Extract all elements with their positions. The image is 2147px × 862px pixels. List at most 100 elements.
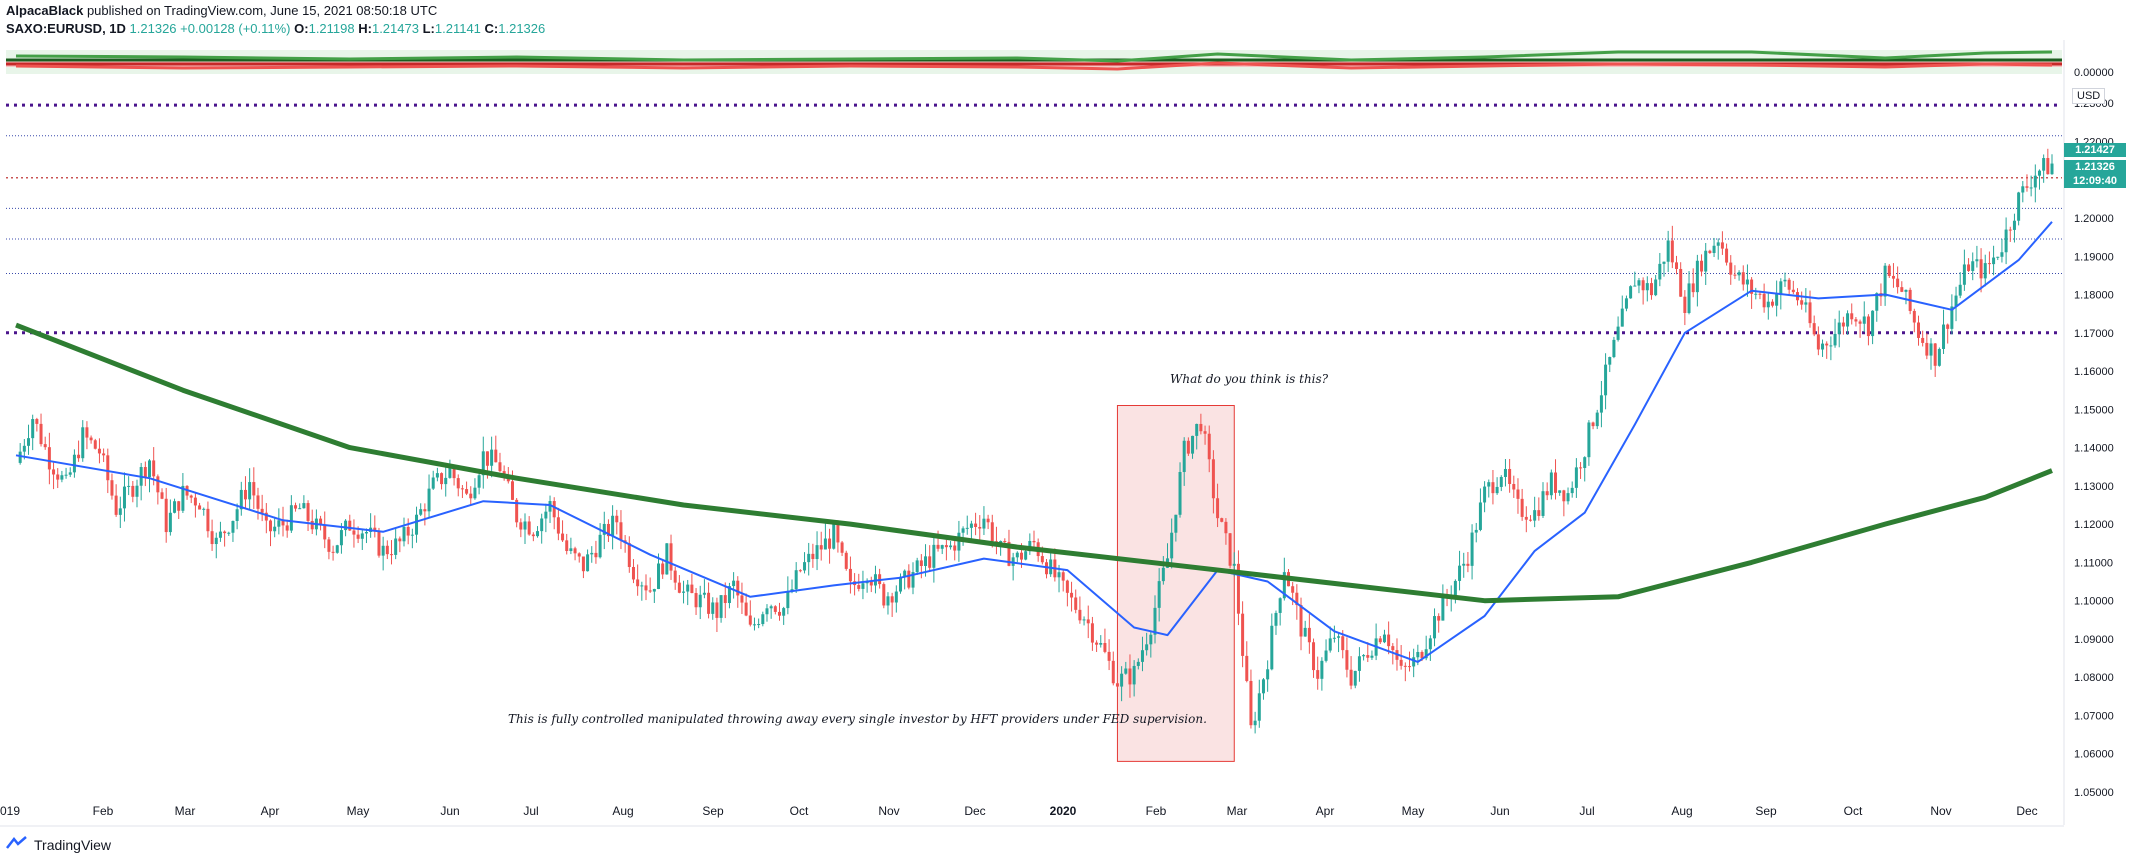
candle [548, 495, 552, 523]
candle-body [302, 503, 306, 509]
candle [264, 503, 268, 534]
candle-body [1687, 283, 1691, 313]
question-annotation[interactable]: What do you think is this? [1170, 372, 1329, 386]
candle-body [1816, 334, 1820, 350]
candle [1508, 458, 1512, 493]
candle-body [844, 552, 848, 569]
candle-body [1549, 472, 1553, 496]
candle-body [452, 467, 456, 479]
candle-body [1875, 293, 1879, 311]
candle [627, 536, 631, 573]
candle-body [114, 495, 118, 515]
candle [1729, 255, 1733, 285]
time-axis[interactable]: 019 Feb Mar Apr May Jun Jul Aug Sep Oct Nov Dec 2020… [0, 804, 2064, 827]
price-tick-label: 1.20000 [2074, 213, 2114, 225]
candle [602, 511, 606, 550]
candle-body [1474, 529, 1478, 533]
candle [1503, 459, 1507, 487]
candle [1750, 277, 1754, 309]
candle [823, 523, 827, 550]
candle-body [1341, 636, 1345, 651]
candle-body [1946, 324, 1950, 329]
currency-badge[interactable]: USD [2072, 88, 2106, 104]
author-name[interactable]: AlpacaBlack [6, 3, 84, 18]
candle-body [573, 548, 577, 554]
candle-body [1725, 248, 1729, 263]
candle [1629, 285, 1633, 299]
candle-body [1775, 294, 1779, 306]
candle [1549, 469, 1553, 500]
manipulation-highlight-rect [1116, 405, 1235, 762]
candle [715, 597, 719, 633]
candle-body [64, 474, 68, 476]
candle-body [1161, 567, 1165, 582]
candle-body [619, 522, 623, 541]
candle [940, 544, 944, 555]
candle-body [1808, 302, 1812, 324]
candle [1921, 330, 1925, 347]
candle-body [39, 423, 43, 445]
candle-body [1345, 650, 1349, 670]
candle-body [485, 451, 489, 466]
candle [657, 553, 661, 590]
candle-body [1666, 240, 1670, 262]
candle [1837, 310, 1841, 348]
candle-body [27, 438, 31, 446]
candle [840, 540, 844, 557]
price-axis[interactable]: 1.05000 1.06000 1.07000 1.08000 1.09000 1.100… [2063, 40, 2114, 825]
candle-body [819, 545, 823, 550]
last-price: 1.21326 [129, 21, 177, 36]
candle-body [1583, 457, 1587, 468]
candle-body [1291, 586, 1295, 593]
candle-body [1662, 261, 1666, 264]
candle [477, 470, 481, 495]
candle [1670, 225, 1674, 269]
candle-body [1420, 651, 1424, 659]
candle [1633, 271, 1637, 287]
candle-body [423, 509, 427, 512]
candle-body [214, 537, 218, 545]
candle [1487, 479, 1491, 498]
statement-annotation[interactable]: This is fully controlled manipulated thr… [508, 712, 1207, 726]
candle [206, 501, 210, 538]
candle [1303, 620, 1307, 637]
candle-body [898, 576, 902, 592]
candle-body [1416, 651, 1420, 658]
candle-body [2017, 192, 2021, 221]
candle [1925, 333, 1929, 360]
candle [965, 515, 969, 535]
candle-body [1132, 665, 1136, 685]
candle-body [1537, 510, 1541, 516]
candle [1775, 280, 1779, 317]
candle [577, 552, 581, 563]
candle [64, 467, 68, 479]
candle-body [1007, 541, 1011, 566]
candle-body [1503, 468, 1507, 477]
candle [381, 536, 385, 571]
candle [331, 545, 335, 561]
candle-body [540, 518, 544, 532]
candle [1115, 672, 1119, 689]
candle-body [1149, 634, 1153, 645]
candle [803, 552, 807, 574]
symbol-label[interactable]: SAXO:EURUSD, 1D [6, 21, 126, 36]
candle [327, 536, 331, 560]
candle [819, 531, 823, 561]
candle-body [944, 545, 948, 548]
candle [594, 540, 598, 564]
candle-body [1933, 343, 1937, 366]
candle-body [1199, 423, 1203, 432]
candle [986, 514, 990, 530]
candle-body [811, 553, 815, 560]
candle-body [2012, 220, 2016, 230]
candle [231, 520, 235, 542]
footer-brand[interactable]: TradingView [6, 836, 111, 853]
candle-body [978, 526, 982, 529]
candle-body [640, 585, 644, 587]
candle [385, 540, 389, 560]
candle [828, 528, 832, 564]
candle [1758, 292, 1762, 300]
candle-body [389, 554, 393, 556]
price-chart[interactable]: 0.00000 1.05000 1.06000 1.07000 1.08000 1.09… [0, 40, 2147, 840]
candle [740, 582, 744, 615]
